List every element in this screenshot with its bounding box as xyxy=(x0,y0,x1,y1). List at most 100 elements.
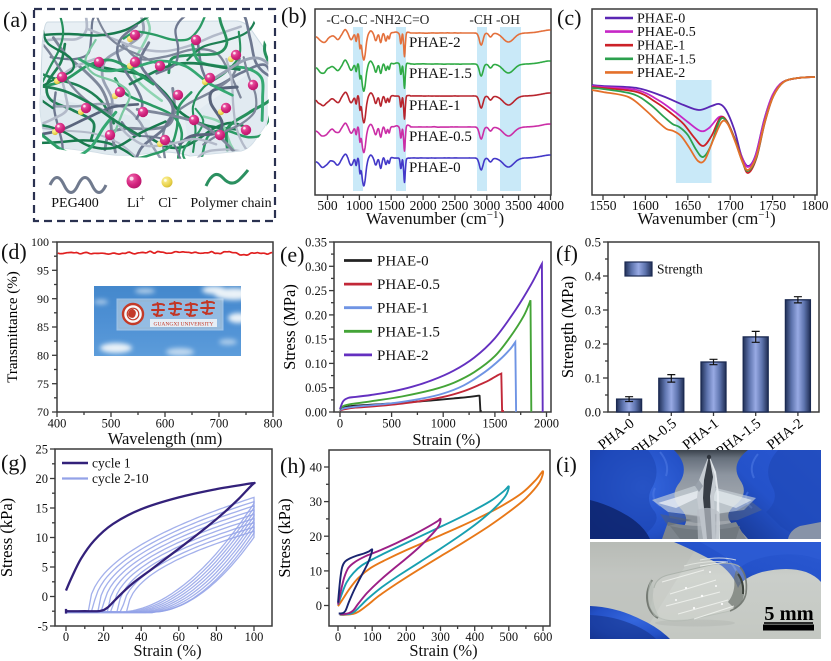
svg-text:2000: 2000 xyxy=(534,417,559,431)
svg-text:1600: 1600 xyxy=(632,198,659,213)
svg-text:0.05: 0.05 xyxy=(305,381,327,395)
svg-text:PHAE-1.5: PHAE-1.5 xyxy=(377,324,440,340)
svg-text:0.00: 0.00 xyxy=(305,406,327,420)
svg-text:PHAE-0.5: PHAE-0.5 xyxy=(409,129,472,145)
svg-text:1750: 1750 xyxy=(759,198,786,213)
svg-text:0: 0 xyxy=(63,630,69,644)
svg-text:0.15: 0.15 xyxy=(305,333,327,347)
svg-text:80: 80 xyxy=(210,630,223,644)
svg-text:0.35: 0.35 xyxy=(305,236,327,250)
svg-text:0.4: 0.4 xyxy=(585,269,602,284)
svg-text:2500: 2500 xyxy=(441,198,468,213)
svg-text:400: 400 xyxy=(48,417,67,431)
svg-text:85: 85 xyxy=(37,320,49,334)
svg-text:20: 20 xyxy=(310,530,323,544)
svg-text:200: 200 xyxy=(397,630,416,644)
svg-text:0: 0 xyxy=(337,417,343,431)
svg-text:Polymer chain: Polymer chain xyxy=(190,196,271,211)
svg-text:PEG400: PEG400 xyxy=(51,196,98,211)
svg-text:0.25: 0.25 xyxy=(305,284,327,298)
svg-text:Stress (kPa): Stress (kPa) xyxy=(0,498,16,577)
svg-text:0.1: 0.1 xyxy=(585,371,601,386)
svg-text:Transmittance (%): Transmittance (%) xyxy=(5,271,21,383)
svg-text:40: 40 xyxy=(310,461,323,475)
svg-text:400: 400 xyxy=(465,630,484,644)
svg-text:15: 15 xyxy=(36,502,49,516)
svg-text:100: 100 xyxy=(31,235,49,249)
svg-text:60: 60 xyxy=(173,630,186,644)
svg-text:500: 500 xyxy=(102,417,121,431)
svg-text:PHAE-1: PHAE-1 xyxy=(377,301,429,317)
svg-text:0.5: 0.5 xyxy=(585,235,601,250)
svg-text:20: 20 xyxy=(97,630,110,644)
svg-text:cycle 2-10: cycle 2-10 xyxy=(92,471,149,486)
svg-text:5 mm: 5 mm xyxy=(764,603,814,625)
svg-text:1500: 1500 xyxy=(482,417,507,431)
svg-text:(h): (h) xyxy=(280,453,306,478)
svg-text:3500: 3500 xyxy=(505,198,532,213)
svg-text:1800: 1800 xyxy=(802,198,829,213)
svg-text:PHAE-0.5: PHAE-0.5 xyxy=(637,25,696,40)
svg-text:cycle 1: cycle 1 xyxy=(92,456,131,471)
svg-text:PHAE-1: PHAE-1 xyxy=(409,98,461,114)
svg-text:-OH: -OH xyxy=(496,12,520,27)
svg-text:Wavenumber (cm−1): Wavenumber (cm−1) xyxy=(637,209,775,228)
svg-text:100: 100 xyxy=(245,630,264,644)
svg-text:PHA-2: PHA-2 xyxy=(764,416,806,454)
svg-text:1550: 1550 xyxy=(590,198,617,213)
svg-text:(b): (b) xyxy=(281,3,307,28)
svg-text:5: 5 xyxy=(42,561,48,575)
svg-text:0: 0 xyxy=(316,599,322,613)
svg-text:(a): (a) xyxy=(3,7,27,32)
svg-text:1700: 1700 xyxy=(717,198,744,213)
svg-text:PHAE-0: PHAE-0 xyxy=(637,12,685,27)
svg-text:Strain (%): Strain (%) xyxy=(409,641,477,660)
svg-text:3000: 3000 xyxy=(473,198,500,213)
svg-text:95: 95 xyxy=(37,264,49,278)
svg-text:80: 80 xyxy=(37,349,49,363)
svg-text:500: 500 xyxy=(382,417,401,431)
svg-text:Strength (MPa): Strength (MPa) xyxy=(558,276,577,378)
svg-text:300: 300 xyxy=(431,630,450,644)
svg-text:700: 700 xyxy=(210,417,229,431)
svg-text:Wavelength (nm): Wavelength (nm) xyxy=(108,429,223,448)
svg-text:PHAE-0: PHAE-0 xyxy=(377,254,429,270)
svg-text:0: 0 xyxy=(335,630,341,644)
svg-text:20: 20 xyxy=(36,472,49,486)
svg-text:0.10: 0.10 xyxy=(305,357,327,371)
svg-text:500: 500 xyxy=(499,630,518,644)
svg-text:(g): (g) xyxy=(1,450,27,475)
svg-text:-CH: -CH xyxy=(469,12,493,27)
svg-text:(i): (i) xyxy=(556,452,577,477)
svg-text:25: 25 xyxy=(36,443,49,457)
svg-text:Strain (%): Strain (%) xyxy=(133,641,201,660)
svg-text:0.0: 0.0 xyxy=(585,405,601,420)
svg-text:0: 0 xyxy=(42,590,48,604)
svg-text:75: 75 xyxy=(37,377,49,391)
svg-text:40: 40 xyxy=(135,630,148,644)
svg-text:PHAE-2: PHAE-2 xyxy=(637,66,685,81)
svg-text:10: 10 xyxy=(310,564,323,578)
svg-text:PHAE-1.5: PHAE-1.5 xyxy=(637,52,696,67)
svg-text:PHAE-0.5: PHAE-0.5 xyxy=(377,277,440,293)
svg-text:1650: 1650 xyxy=(674,198,701,213)
svg-text:Strength: Strength xyxy=(657,262,703,277)
svg-text:600: 600 xyxy=(156,417,175,431)
svg-text:(d): (d) xyxy=(1,239,27,264)
svg-text:100: 100 xyxy=(363,630,382,644)
svg-text:PHAE-0: PHAE-0 xyxy=(409,160,461,176)
svg-text:0.3: 0.3 xyxy=(585,303,601,318)
svg-text:(f): (f) xyxy=(556,241,578,266)
svg-text:GUANGXI UNIVERSITY: GUANGXI UNIVERSITY xyxy=(153,322,213,328)
svg-text:Strain (%): Strain (%) xyxy=(412,430,480,449)
svg-text:90: 90 xyxy=(37,292,49,306)
svg-text:70: 70 xyxy=(37,405,49,419)
svg-text:-5: -5 xyxy=(38,620,48,634)
svg-text:30: 30 xyxy=(310,495,323,509)
svg-text:-C=O: -C=O xyxy=(399,12,430,27)
svg-text:Stress (kPa): Stress (kPa) xyxy=(275,498,294,577)
svg-text:(e): (e) xyxy=(280,242,304,267)
svg-text:Wavenumber (cm−1): Wavenumber (cm−1) xyxy=(366,209,504,228)
svg-text:-C-O-C: -C-O-C xyxy=(326,12,367,27)
svg-text:0.2: 0.2 xyxy=(585,337,601,352)
